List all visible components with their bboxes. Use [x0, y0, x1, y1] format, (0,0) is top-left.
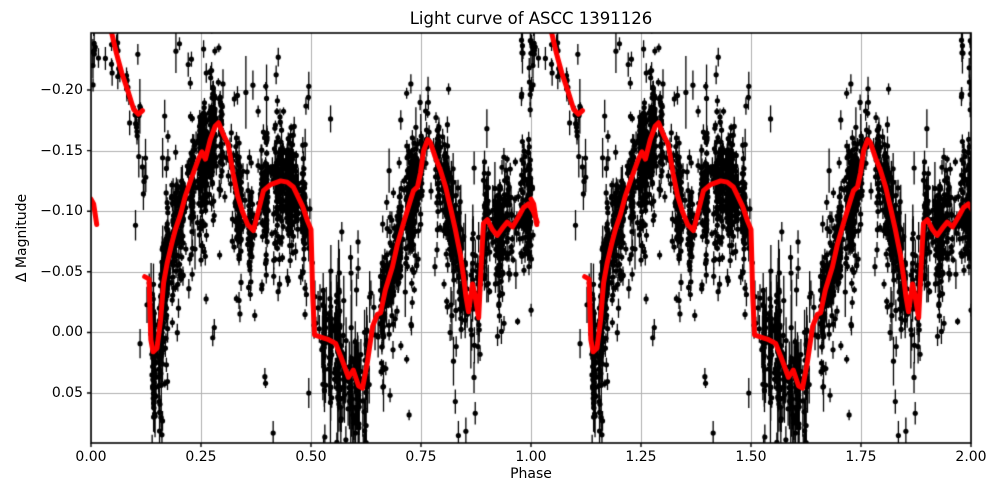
chart-title: Light curve of ASCC 1391126	[409, 9, 653, 28]
y-tick-label: −0.15	[40, 142, 83, 159]
y-tick-label: 0.05	[51, 385, 83, 402]
x-tick-label: 1.75	[845, 449, 877, 465]
x-tick-label: 1.00	[515, 449, 547, 465]
x-tick-label: 1.25	[625, 449, 657, 465]
y-tick-label: −0.10	[40, 203, 83, 220]
y-tick-label: −0.20	[40, 81, 83, 98]
x-tick-label: 2.00	[955, 449, 987, 465]
x-tick-label: 0.75	[405, 449, 437, 465]
y-tick-label: 0.00	[51, 324, 83, 341]
x-tick-label: 0.50	[295, 449, 327, 465]
x-tick-label: 1.50	[735, 449, 767, 465]
x-tick-label: 0.00	[75, 449, 107, 465]
x-tick-label: 0.25	[185, 449, 217, 465]
x-axis-label: Phase	[510, 466, 552, 482]
y-tick-label: −0.05	[40, 263, 83, 280]
